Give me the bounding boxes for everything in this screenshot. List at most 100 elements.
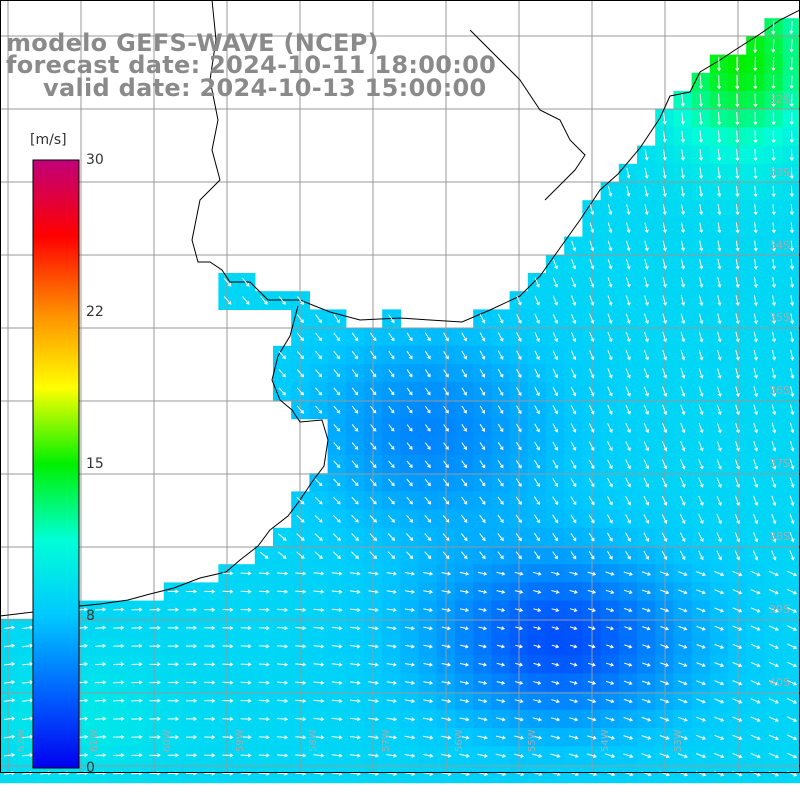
wind-arrow bbox=[461, 478, 468, 487]
wind-arrow bbox=[750, 698, 761, 704]
wind-arrow bbox=[753, 56, 758, 72]
wind-arrow bbox=[661, 495, 668, 506]
wind-arrow bbox=[734, 477, 740, 488]
wind-arrow bbox=[552, 478, 559, 488]
wind-arrow bbox=[753, 240, 758, 252]
wind-arrow bbox=[533, 626, 542, 631]
wind-arrow bbox=[406, 496, 413, 505]
wind-arrow bbox=[606, 551, 613, 560]
wind-arrow bbox=[716, 404, 722, 416]
wind-arrow bbox=[662, 331, 668, 343]
wind-arrow bbox=[699, 222, 704, 234]
wind-arrow bbox=[735, 130, 740, 144]
wind-arrow bbox=[642, 680, 651, 685]
wind-arrow bbox=[714, 589, 725, 595]
wind-arrow bbox=[625, 550, 631, 560]
wind-arrow bbox=[222, 716, 234, 722]
wind-arrow bbox=[734, 459, 740, 470]
wind-arrow bbox=[404, 626, 415, 631]
wind-arrow bbox=[569, 662, 578, 667]
wind-arrow bbox=[388, 332, 395, 342]
wind-arrow bbox=[626, 204, 631, 216]
wind-arrow bbox=[790, 277, 795, 289]
wind-arrow bbox=[515, 533, 522, 542]
wind-arrow bbox=[716, 422, 722, 434]
wind-arrow bbox=[497, 478, 504, 487]
lat-label: 35S bbox=[769, 311, 790, 324]
wind-arrow bbox=[496, 662, 506, 667]
wind-arrow bbox=[513, 753, 525, 758]
wind-arrow bbox=[552, 386, 558, 397]
wind-arrow bbox=[768, 752, 779, 759]
wind-arrow bbox=[789, 75, 794, 90]
wind-arrow bbox=[660, 644, 670, 649]
wind-arrow bbox=[204, 716, 216, 722]
wind-arrow bbox=[315, 387, 323, 396]
wind-arrow bbox=[750, 643, 761, 649]
wind-arrow bbox=[296, 369, 305, 378]
wind-arrow bbox=[258, 717, 270, 722]
colorbar bbox=[32, 159, 80, 769]
wind-arrow bbox=[642, 626, 651, 631]
wind-arrow bbox=[789, 477, 795, 488]
wind-arrow bbox=[570, 350, 577, 361]
wind-arrow bbox=[479, 387, 486, 396]
wind-arrow bbox=[222, 589, 234, 594]
wind-arrow bbox=[3, 643, 16, 648]
wind-arrow bbox=[423, 662, 433, 667]
wind-arrow bbox=[461, 442, 467, 451]
wind-arrow bbox=[333, 405, 341, 414]
lon-label: 61W bbox=[89, 729, 100, 752]
wind-arrow bbox=[388, 405, 395, 414]
wind-arrow bbox=[331, 717, 343, 722]
wind-arrow bbox=[497, 405, 504, 415]
wind-arrow bbox=[533, 496, 540, 506]
wind-arrow bbox=[771, 149, 776, 162]
wind-arrow bbox=[752, 532, 759, 543]
wind-arrow bbox=[625, 459, 631, 470]
wind-arrow bbox=[753, 295, 758, 307]
wind-arrow bbox=[424, 551, 432, 560]
wind-arrow bbox=[662, 204, 667, 216]
wind-arrow bbox=[570, 477, 577, 488]
wind-arrow bbox=[3, 698, 16, 703]
wind-arrow bbox=[94, 716, 107, 721]
wind-arrow bbox=[258, 589, 270, 594]
wind-arrow bbox=[477, 717, 488, 722]
wind-arrow bbox=[735, 349, 740, 361]
wind-arrow bbox=[149, 643, 161, 649]
wind-arrow bbox=[424, 442, 431, 450]
wind-arrow bbox=[370, 387, 377, 396]
wind-arrow bbox=[717, 75, 722, 90]
wind-arrow bbox=[695, 753, 707, 759]
wind-arrow bbox=[771, 513, 777, 525]
wind-arrow bbox=[350, 589, 361, 594]
wind-arrow bbox=[607, 368, 613, 379]
wind-arrow bbox=[333, 350, 341, 360]
wind-arrow bbox=[277, 607, 289, 612]
wind-arrow bbox=[623, 717, 633, 722]
wind-arrow bbox=[388, 496, 395, 505]
wind-arrow bbox=[607, 459, 613, 470]
wind-arrow bbox=[333, 442, 341, 450]
wind-arrow bbox=[349, 680, 361, 685]
wind-arrow bbox=[732, 680, 743, 686]
wind-arrow bbox=[516, 405, 522, 415]
wind-arrow bbox=[534, 405, 540, 415]
wind-arrow bbox=[349, 753, 361, 758]
wind-arrow bbox=[587, 699, 597, 704]
wind-arrow bbox=[204, 625, 216, 631]
wind-arrow bbox=[607, 240, 613, 252]
wind-arrow bbox=[112, 716, 125, 721]
wind-arrow bbox=[497, 350, 504, 360]
wind-arrow bbox=[789, 39, 794, 53]
wind-arrow bbox=[459, 753, 470, 758]
wind-arrow bbox=[587, 608, 596, 613]
wind-arrow bbox=[313, 753, 325, 758]
wind-arrow bbox=[716, 477, 722, 488]
wind-arrow bbox=[605, 608, 615, 613]
wind-arrow bbox=[568, 735, 579, 740]
wind-arrow bbox=[313, 680, 325, 685]
wind-arrow bbox=[789, 513, 795, 525]
wind-arrow bbox=[680, 149, 685, 162]
